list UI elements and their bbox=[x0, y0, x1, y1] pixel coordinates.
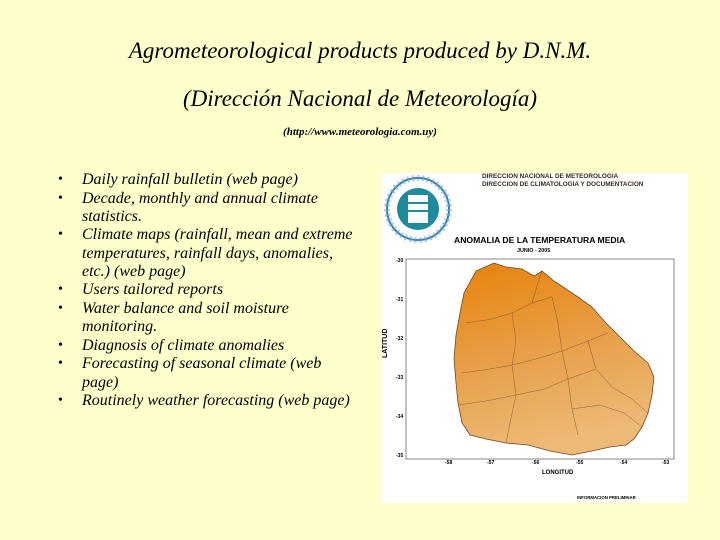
web-page-link[interactable]: (web page) bbox=[113, 262, 186, 280]
lon-tick: -57 bbox=[487, 460, 494, 466]
preliminary-note: INFORMACION PRELIMINAR bbox=[577, 495, 636, 500]
list-item: • Forecasting of seasonal climate (web pa… bbox=[58, 355, 322, 391]
lat-tick: -30 bbox=[396, 258, 403, 264]
list-item: • Climate maps (rainfall, mean and extrem… bbox=[58, 226, 353, 280]
y-axis-label: LATITUD bbox=[382, 328, 389, 358]
lat-tick: -32 bbox=[396, 336, 403, 342]
agency-department: DIRECCION DE CLIMATOLOGIA Y DOCUMENTACIO… bbox=[482, 181, 644, 188]
list-item: • Decade, monthly and annual climate stat… bbox=[58, 189, 318, 225]
uruguay-map-graphic: -30 -31 -32 -33 -34 -35 -58 -57 -56 -55 … bbox=[384, 175, 675, 466]
department-borders bbox=[457, 270, 649, 444]
list-item: • Users tailored reports bbox=[58, 281, 224, 299]
list-item: • Daily rainfall bulletin (web page) bbox=[58, 171, 298, 188]
web-page-link[interactable]: (web page) bbox=[226, 171, 298, 188]
list-item: • Water balance and soil moisture monitor… bbox=[58, 299, 289, 336]
x-axis-label: LONGITUD bbox=[542, 470, 574, 476]
list-item: • Routinely weather forecasting (web page… bbox=[58, 392, 350, 410]
lat-tick: -31 bbox=[396, 297, 403, 303]
lat-tick: -34 bbox=[396, 414, 403, 420]
slide-title-line2: (Dirección Nacional de Meteorología) bbox=[182, 86, 538, 111]
map-title: ANOMALIA DE LA TEMPERATURA MEDIA bbox=[454, 235, 626, 245]
web-page-link[interactable]: (web page) bbox=[82, 355, 322, 391]
product-list: • Daily rainfall bulletin (web page) • Dec… bbox=[58, 171, 358, 411]
lat-tick: -33 bbox=[396, 375, 403, 381]
lon-tick: -55 bbox=[576, 460, 583, 466]
uruguay-shape bbox=[453, 262, 655, 456]
web-page-link[interactable]: (web page) bbox=[278, 392, 350, 410]
temperature-anomaly-map: -30 -31 -32 -33 -34 -35 -58 -57 -56 -55 … bbox=[382, 173, 688, 503]
list-item: • Diagnosis of climate anomalies bbox=[58, 336, 285, 354]
source-url: (http://www.meteorologia.com.uy) bbox=[283, 126, 437, 138]
agency-name: DIRECCION NACIONAL DE METEOROLOGIA bbox=[482, 173, 619, 180]
latitude-ticks: -30 -31 -32 -33 -34 -35 bbox=[396, 258, 403, 459]
slide-title-line1: Agrometeorological products produced by … bbox=[128, 38, 592, 63]
map-frame bbox=[405, 258, 675, 460]
agency-header: DIRECCION NACIONAL DE METEOROLOGIA DIREC… bbox=[482, 173, 643, 189]
lon-tick: -58 bbox=[445, 460, 452, 466]
map-subtitle: JUNIO - 2005 bbox=[517, 248, 551, 254]
lon-tick: -56 bbox=[532, 460, 539, 466]
lat-tick: -35 bbox=[396, 453, 403, 459]
dnm-logo bbox=[384, 175, 452, 243]
lon-tick: -53 bbox=[662, 460, 669, 466]
longitude-ticks: -58 -57 -56 -55 -54 -53 bbox=[445, 460, 669, 466]
lon-tick: -54 bbox=[620, 460, 627, 466]
